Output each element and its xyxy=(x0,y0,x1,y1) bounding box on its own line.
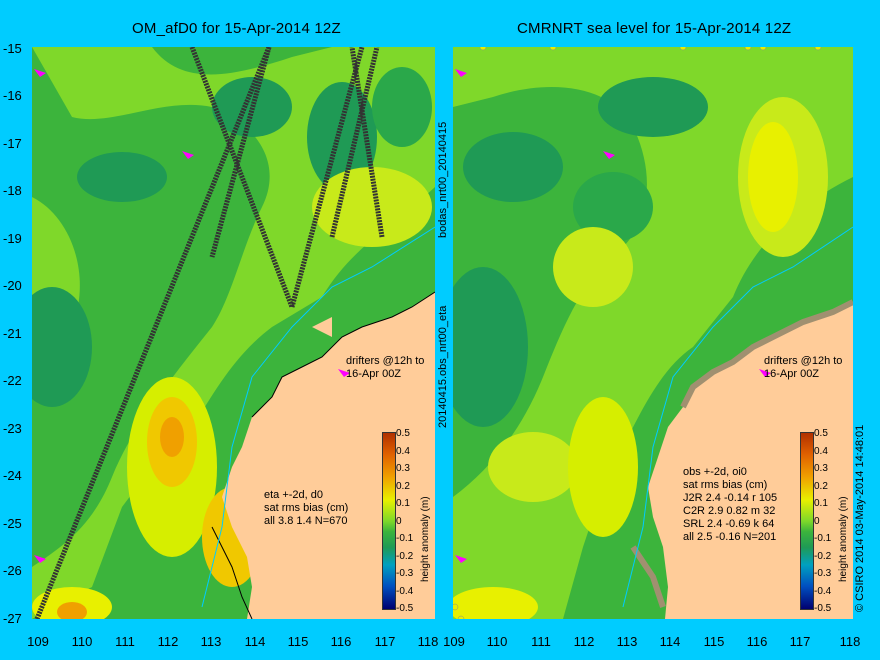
colorbar-tick: 0.3 xyxy=(396,463,410,474)
left-map-panel xyxy=(32,47,435,619)
right-colorbar xyxy=(800,432,814,610)
side-label-run: bodas_nrt00_20140415 xyxy=(437,121,449,238)
y-tick: -22 xyxy=(3,373,22,388)
observation-points xyxy=(453,47,822,619)
x-tick: 117 xyxy=(789,634,811,649)
colorbar-tick: 0 xyxy=(396,515,402,527)
colorbar-tick: 0.1 xyxy=(396,498,410,509)
x-tick: 115 xyxy=(703,634,725,649)
x-tick: 109 xyxy=(443,634,465,649)
x-tick: 117 xyxy=(374,634,396,649)
x-tick: 118 xyxy=(417,634,439,649)
stats-line: C2R 2.9 0.82 m 32 xyxy=(683,505,776,517)
colorbar-tick: 0.3 xyxy=(814,463,828,474)
colorbar-tick: 0.2 xyxy=(396,480,410,492)
right-drifters-label: drifters @12h to 16-Apr 00Z xyxy=(764,355,842,381)
right-map-svg xyxy=(453,47,853,619)
left-colorbar-title: height anomaly (m) xyxy=(420,496,431,582)
side-label-obs: 20140415.obs_nrt00_eta xyxy=(437,305,449,428)
stats-line: all 3.8 1.4 N=670 xyxy=(264,515,348,527)
colorbar-tick: -0.4 xyxy=(814,585,832,597)
right-panel-title: CMRNRT sea level for 15-Apr-2014 12Z xyxy=(517,20,792,37)
colorbar-tick: -0.3 xyxy=(396,568,414,579)
y-tick: -15 xyxy=(3,41,22,56)
drifters-line: 16-Apr 00Z xyxy=(346,368,402,380)
left-stats: eta +-2d, d0 sat rms bias (cm) all 3.8 1… xyxy=(264,489,348,528)
x-tick: 116 xyxy=(746,634,768,649)
drifters-line: drifters @12h to xyxy=(346,355,425,367)
y-tick: -17 xyxy=(3,136,22,151)
colorbar-tick: -0.5 xyxy=(396,603,414,614)
x-tick: 112 xyxy=(157,634,179,649)
x-tick: 110 xyxy=(71,634,93,649)
x-tick: 114 xyxy=(244,634,266,649)
colorbar-tick: 0.2 xyxy=(814,480,828,492)
x-tick: 114 xyxy=(659,634,681,649)
drifters-line: 16-Apr 00Z xyxy=(764,368,820,380)
stats-line: SRL 2.4 -0.69 k 64 xyxy=(683,518,775,530)
stats-line: obs +-2d, oi0 xyxy=(683,466,747,478)
colorbar-tick: -0.3 xyxy=(814,568,832,579)
stats-line: sat rms bias (cm) xyxy=(264,502,349,514)
y-tick: -16 xyxy=(3,88,22,103)
x-tick: 110 xyxy=(486,634,508,649)
stats-line: sat rms bias (cm) xyxy=(683,479,768,491)
colorbar-tick: -0.1 xyxy=(396,533,414,544)
left-map-svg xyxy=(32,47,435,619)
y-tick: -21 xyxy=(3,326,22,341)
right-map-panel xyxy=(453,47,853,619)
x-tick: 113 xyxy=(616,634,638,649)
colorbar-tick: 0.4 xyxy=(396,445,410,457)
stats-line: eta +-2d, d0 xyxy=(264,489,324,501)
stats-line: J2R 2.4 -0.14 r 105 xyxy=(683,492,778,504)
y-tick: -24 xyxy=(3,468,22,483)
x-tick: 111 xyxy=(115,634,135,649)
colorbar-tick: -0.2 xyxy=(814,550,832,562)
left-drifters-label: drifters @12h to 16-Apr 00Z xyxy=(346,355,424,381)
x-tick: 109 xyxy=(27,634,49,649)
x-tick: 118 xyxy=(839,634,861,649)
stats-line: all 2.5 -0.16 N=201 xyxy=(683,531,777,543)
x-tick: 115 xyxy=(287,634,309,649)
y-tick: -18 xyxy=(3,183,22,198)
x-tick: 111 xyxy=(531,634,551,649)
y-tick: -25 xyxy=(3,516,22,531)
y-tick: -23 xyxy=(3,421,22,436)
colorbar-tick: 0.5 xyxy=(396,428,410,439)
colorbar-tick: 0.5 xyxy=(814,428,828,439)
colorbar-tick: 0.1 xyxy=(814,498,828,509)
colorbar-tick: -0.1 xyxy=(814,533,832,544)
colorbar-tick: 0.4 xyxy=(814,445,828,457)
y-tick: -20 xyxy=(3,278,22,293)
colorbar-tick: 0 xyxy=(814,515,820,527)
left-colorbar xyxy=(382,432,396,610)
drifters-line: drifters @12h to xyxy=(764,355,843,367)
y-tick: -19 xyxy=(3,231,22,246)
x-tick: 113 xyxy=(200,634,222,649)
colorbar-tick: -0.5 xyxy=(814,603,832,614)
satellite-track xyxy=(34,47,385,619)
colorbar-tick: -0.4 xyxy=(396,585,414,597)
colorbar-tick: -0.2 xyxy=(396,550,414,562)
right-colorbar-title: height anomaly (m) xyxy=(838,496,849,582)
left-panel-title: OM_afD0 for 15-Apr-2014 12Z xyxy=(132,20,341,37)
y-tick: -27 xyxy=(3,611,22,626)
y-tick: -26 xyxy=(3,563,22,578)
copyright-label: © CSIRO 2014 03-May-2014 14:48:01 xyxy=(854,424,866,612)
x-tick: 116 xyxy=(330,634,352,649)
x-tick: 112 xyxy=(573,634,595,649)
right-stats: obs +-2d, oi0 sat rms bias (cm) J2R 2.4 … xyxy=(683,466,777,544)
